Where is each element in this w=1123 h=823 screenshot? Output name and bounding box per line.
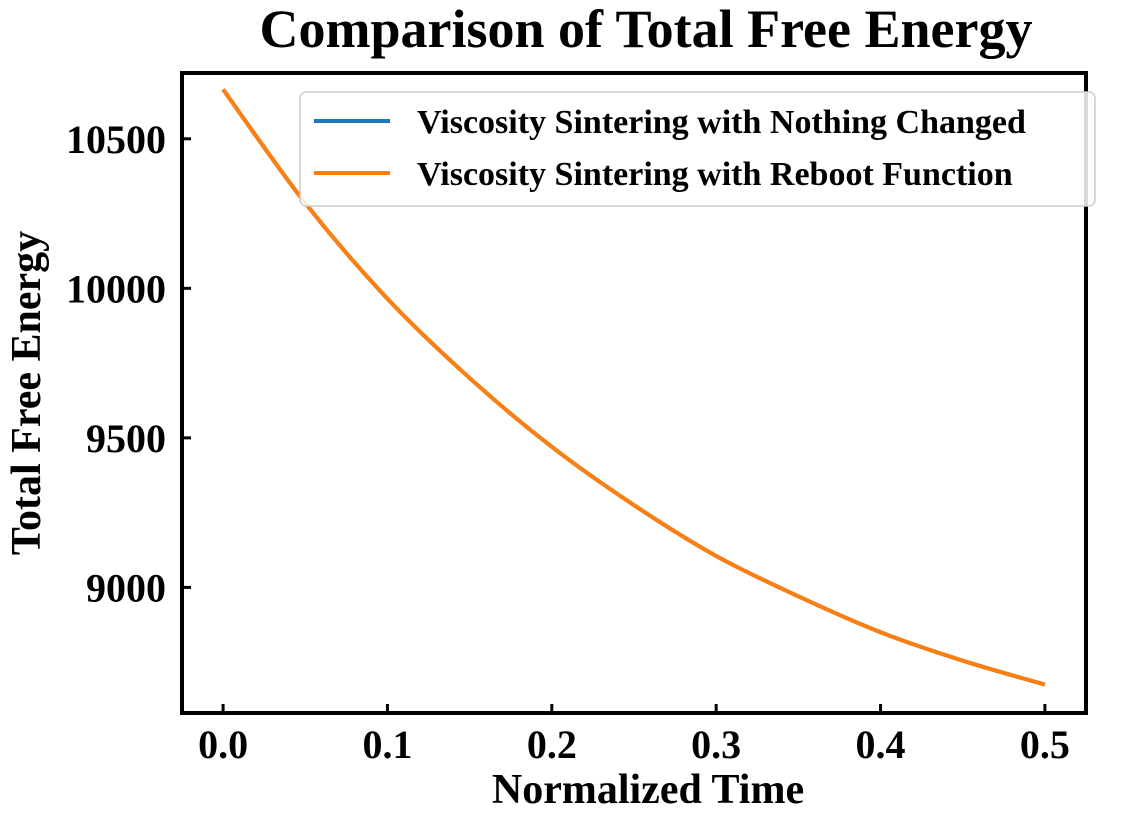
chart-title: Comparison of Total Free Energy (260, 0, 1033, 59)
x-axis-ticks: 0.0 0.1 0.2 0.3 0.4 0.5 (198, 704, 1070, 767)
series-layer (221, 88, 1046, 687)
x-tick-label: 0.3 (691, 722, 741, 767)
y-tick-label: 9000 (86, 565, 166, 610)
x-tick-label: 0.4 (856, 722, 906, 767)
legend: Viscosity Sintering with Nothing Changed… (299, 91, 1096, 207)
y-axis-label: Total Free Energy (4, 231, 50, 555)
x-tick-label: 0.2 (527, 722, 577, 767)
x-axis-label: Normalized Time (492, 767, 804, 813)
x-tick-label: 0.5 (1020, 722, 1070, 767)
plot-frame (180, 71, 1088, 715)
legend-label-nothing-changed: Viscosity Sintering with Nothing Changed (417, 104, 1026, 141)
x-tick-label: 0.1 (362, 722, 412, 767)
legend-label-reboot-function: Viscosity Sintering with Reboot Function (417, 156, 1013, 193)
y-tick-label: 10500 (66, 117, 166, 162)
y-tick-label: 9500 (86, 416, 166, 461)
y-tick-label: 10000 (66, 266, 166, 311)
x-tick-label: 0.0 (198, 722, 248, 767)
y-axis-ticks: 9000 9500 10000 10500 (66, 117, 191, 610)
legend-box (299, 91, 1096, 207)
series-line-1 (221, 88, 1046, 687)
